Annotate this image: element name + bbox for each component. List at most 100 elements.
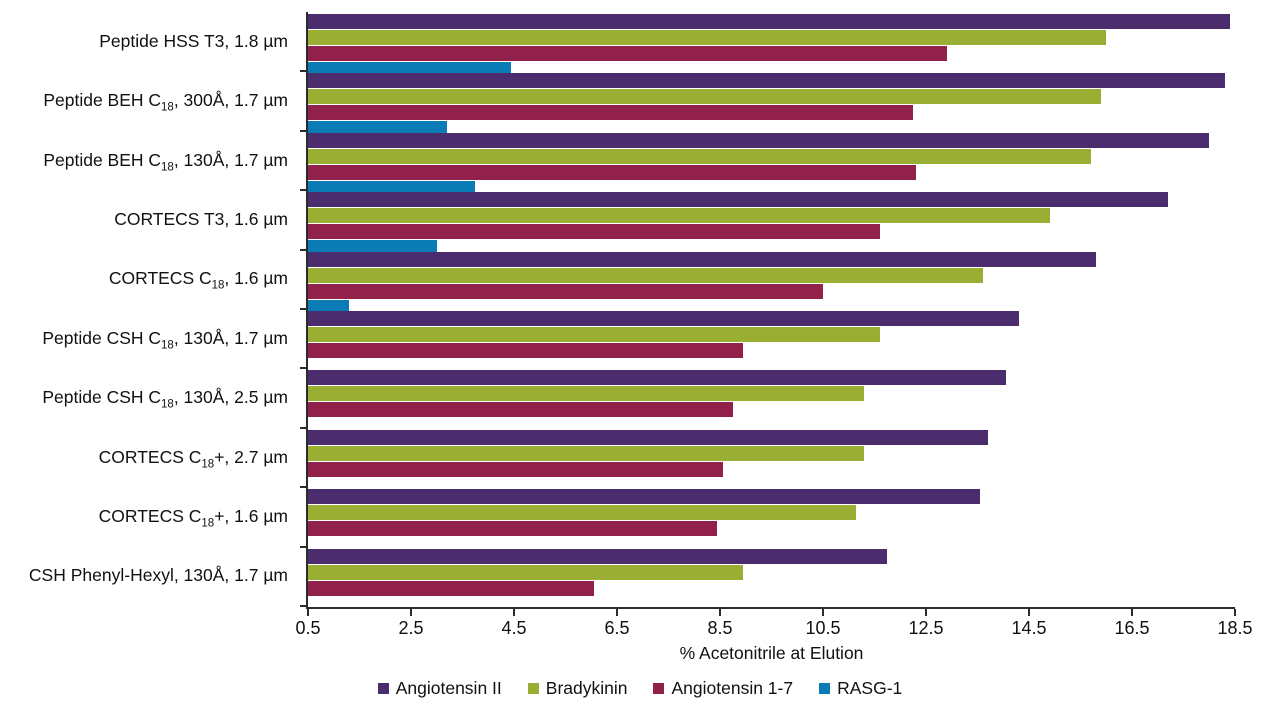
x-axis-title: % Acetonitrile at Elution xyxy=(679,643,864,663)
bar xyxy=(308,46,947,61)
x-axis-tick xyxy=(719,609,721,616)
bar xyxy=(308,240,437,256)
legend-label: RASG-1 xyxy=(837,678,903,698)
bar xyxy=(308,105,914,121)
bar xyxy=(308,505,857,521)
bar-group xyxy=(300,131,1235,196)
x-axis-ticks: 0.5 2.5 4.5 6.5 8.5 10.5 12.5 14.5 16.5 18.5 xyxy=(295,609,1253,639)
bar xyxy=(308,148,1091,164)
legend: Angiotensin II Bradykinin Angiotensin 1-7 R… xyxy=(0,678,1280,699)
category-label: Peptide BEH C18, 130Å, 1.7 µm xyxy=(43,149,288,173)
legend-swatch-icon xyxy=(377,683,389,694)
y-axis-tick xyxy=(300,545,308,548)
x-axis-tick-label: 12.5 xyxy=(908,618,944,638)
y-axis-tick xyxy=(300,189,308,192)
y-axis-tick xyxy=(300,367,308,370)
legend-item[interactable]: Bradykinin xyxy=(527,678,628,699)
x-axis-tick-label: 18.5 xyxy=(1217,618,1253,638)
x-axis-tick-label: 4.5 xyxy=(501,618,527,638)
category-label: CSH Phenyl-Hexyl, 130Å, 1.7 µm xyxy=(28,565,288,586)
bar xyxy=(308,521,718,537)
category-label: Peptide BEH C18, 300Å, 1.7 µm xyxy=(43,90,288,114)
bar xyxy=(308,327,880,342)
bar xyxy=(308,30,1107,45)
bar-group xyxy=(300,190,1235,256)
y-axis-tick xyxy=(300,426,308,429)
legend-swatch-icon xyxy=(527,683,539,694)
bar xyxy=(308,121,448,137)
bar xyxy=(308,461,723,477)
bar-group xyxy=(300,71,1235,137)
x-axis-line xyxy=(306,607,1235,609)
y-axis-tick xyxy=(300,70,308,73)
legend-item[interactable]: RASG-1 xyxy=(819,678,902,699)
x-axis-tick xyxy=(1131,609,1133,616)
category-axis-labels: Peptide HSS T3, 1.8 µm Peptide BEH C18, 3… xyxy=(0,12,298,606)
x-axis-tick xyxy=(1028,609,1030,616)
bar xyxy=(308,224,880,240)
bar xyxy=(308,73,1225,89)
bar xyxy=(308,267,983,283)
category-label: CORTECS C18+, 2.7 µm xyxy=(98,446,288,470)
bar xyxy=(308,132,1210,148)
y-axis-tick xyxy=(300,248,308,251)
bar-group xyxy=(300,368,1235,429)
bar xyxy=(308,402,733,418)
legend-label: Angiotensin 1-7 xyxy=(671,678,794,698)
x-axis-tick xyxy=(822,609,824,616)
bar-group xyxy=(300,428,1235,489)
bar xyxy=(308,299,350,315)
legend-item[interactable]: Angiotensin 1-7 xyxy=(653,678,793,699)
y-axis-tick xyxy=(300,129,308,132)
y-axis-tick xyxy=(300,604,308,607)
bar-group xyxy=(300,487,1235,548)
x-axis-tick-label: 6.5 xyxy=(604,618,630,638)
bar xyxy=(308,89,1102,105)
bar xyxy=(308,370,1006,386)
y-axis-tick xyxy=(300,486,308,489)
category-label: CORTECS C18+, 1.6 µm xyxy=(98,505,288,530)
legend-label: Angiotensin II xyxy=(395,678,502,698)
bar xyxy=(308,548,888,564)
legend-label: Bradykinin xyxy=(545,678,628,698)
x-axis-tick-label: 0.5 xyxy=(295,618,321,638)
bar xyxy=(308,14,1230,29)
x-axis-tick xyxy=(616,609,618,616)
y-axis-line xyxy=(306,12,308,608)
x-axis-tick-label: 2.5 xyxy=(398,618,424,638)
bar-group xyxy=(300,309,1235,370)
bar xyxy=(308,580,594,596)
bar xyxy=(308,283,823,299)
category-label: CORTECS T3, 1.6 µm xyxy=(114,208,288,229)
x-axis-tick xyxy=(410,609,412,616)
category-label: CORTECS C18, 1.6 µm xyxy=(108,268,288,292)
plot-area xyxy=(300,12,1235,607)
legend-swatch-icon xyxy=(653,683,665,694)
bar xyxy=(308,386,865,402)
x-axis-tick-label: 14.5 xyxy=(1011,618,1047,638)
bar xyxy=(308,311,1019,326)
category-label: Peptide CSH C18, 130Å, 2.5 µm xyxy=(42,387,288,411)
x-axis-tick-label: 16.5 xyxy=(1114,618,1150,638)
bar-group xyxy=(300,547,1235,607)
bar-group xyxy=(300,12,1235,77)
x-axis-tick-label: 8.5 xyxy=(707,618,733,638)
bar xyxy=(308,208,1050,224)
bar xyxy=(308,429,988,445)
bar xyxy=(308,192,1169,208)
x-axis-tick xyxy=(513,609,515,616)
bar xyxy=(308,251,1096,267)
x-axis-tick xyxy=(925,609,927,616)
bar xyxy=(308,489,981,505)
legend-item[interactable]: Angiotensin II xyxy=(377,678,502,699)
x-axis-tick xyxy=(1234,609,1236,616)
bar xyxy=(308,343,744,358)
legend-swatch-icon xyxy=(819,683,831,694)
bar xyxy=(308,62,512,77)
bar xyxy=(308,445,865,461)
y-axis-tick xyxy=(300,307,308,310)
bar-group xyxy=(300,250,1235,315)
x-axis-tick-label: 10.5 xyxy=(805,618,841,638)
bar xyxy=(308,180,476,196)
